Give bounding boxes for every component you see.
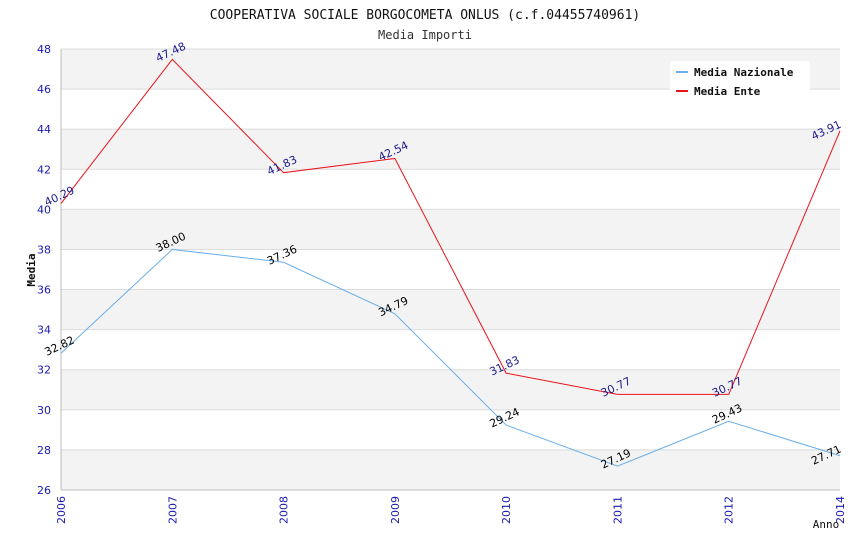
y-tick-labels: 26 28 30 32 34 36 38 40 42 44 46 48 [37,43,51,497]
y-tick-label: 48 [37,43,51,56]
y-tick-label: 46 [37,83,51,96]
legend-box [670,61,810,101]
y-tick-label: 28 [37,444,51,457]
y-tick-label: 44 [37,123,51,136]
x-tick-label: 2010 [500,496,513,524]
legend-label: Media Nazionale [694,66,794,79]
plot-band [61,369,840,410]
y-tick-label: 30 [37,404,51,417]
chart-subtitle: Media Importi [378,28,472,42]
y-axis-title: Media [25,253,38,286]
plot-band [61,129,840,170]
x-tick-label: 2008 [278,496,291,524]
series-line-media-nazionale [60,248,841,467]
plot-band [61,209,840,250]
x-tick-label: 2007 [166,496,179,524]
y-tick-label: 32 [37,364,51,377]
y-tick-label: 36 [37,284,51,297]
x-tick-labels: 2006 2007 2008 2009 2010 2011 2012 2014 [55,496,847,524]
plot-band [61,289,840,330]
x-tick-label: 2011 [611,496,624,524]
x-tick-label: 2012 [723,496,736,524]
y-tick-label: 40 [37,203,51,216]
y-tick-label: 26 [37,484,51,497]
legend: Media Nazionale Media Ente [670,61,810,101]
x-tick-label: 2006 [55,496,68,524]
y-tick-label: 38 [37,243,51,256]
data-label: 40.29 [42,184,76,209]
x-tick-label: 2014 [834,496,847,524]
y-tick-label: 34 [37,324,51,337]
axes [60,49,840,491]
series-line-media-ente [60,58,841,395]
legend-label: Media Ente [694,85,761,98]
series-lines [60,58,841,467]
data-label: 32.82 [42,334,76,359]
y-tick-label: 42 [37,163,51,176]
x-tick-label: 2009 [389,496,402,524]
plot-band [61,449,840,490]
chart-title: COOPERATIVA SOCIALE BORGOCOMETA ONLUS (c… [210,8,640,23]
x-axis-title: Anno [813,518,840,531]
